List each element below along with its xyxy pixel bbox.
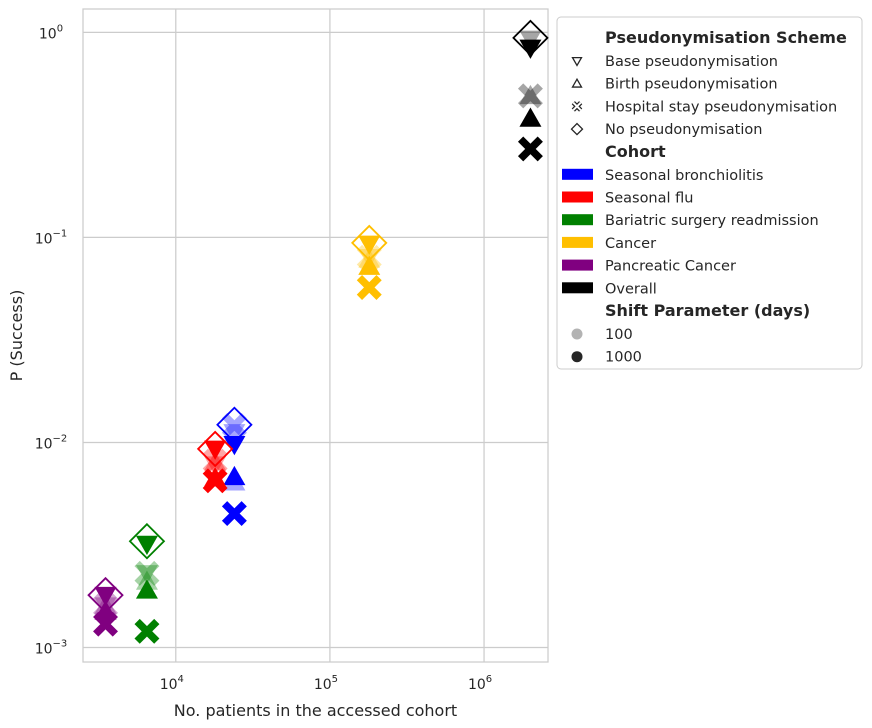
x-axis-label: No. patients in the accessed cohort: [174, 701, 457, 720]
legend-swatch-overall: [562, 282, 593, 294]
legend-marker-birth-icon: [571, 77, 583, 88]
legend-label-cohort: Bariatric surgery readmission: [605, 213, 819, 229]
data-point-hospital-1000: [221, 501, 247, 527]
data-point-none: [87, 576, 124, 614]
data-point-none: [128, 522, 166, 560]
data-point-base-1000: [204, 440, 227, 460]
legend: Pseudonymisation Scheme Base pseudonymisa…: [556, 16, 863, 370]
tick-labels: 104 105 106 10−3 10−2 10−1 100: [35, 23, 492, 693]
legend-frame: [556, 16, 863, 370]
legend-label-shift: 1000: [605, 350, 642, 366]
series-bariatric-surgery-readmission: [128, 522, 166, 644]
legend-swatch-seasonal-flu: [562, 191, 593, 203]
legend-shift-marker-icon: [571, 328, 583, 340]
legend-swatch-cancer: [562, 236, 593, 248]
data-point-hospital-100: [517, 83, 543, 109]
legend-label-none: No pseudonymisation: [605, 122, 762, 138]
data-point-none: [512, 19, 549, 57]
data-point-hospital-100: [134, 560, 160, 586]
legend-label-cohort: Pancreatic Cancer: [605, 259, 736, 275]
data-point-base-1000: [135, 535, 158, 555]
legend-title-scheme: Pseudonymisation Scheme: [605, 28, 847, 47]
legend-shift-marker-icon: [571, 351, 583, 363]
data-point-birth-100: [519, 84, 542, 105]
legend-label-cohort: Seasonal flu: [605, 191, 693, 207]
legend-swatch-seasonal-bronchiolitis: [562, 168, 593, 180]
series-cancer: [350, 224, 388, 300]
legend-marker-none-icon: [570, 122, 584, 136]
legend-marker-hospital-icon: [571, 101, 583, 112]
x-tick-label: 106: [468, 674, 492, 693]
data-point-base-1000: [519, 39, 542, 59]
legend-swatch-bariatric-surgery-readmission: [562, 214, 593, 226]
plot-area-frame: [82, 8, 549, 663]
data-point-none: [196, 430, 234, 468]
data-point-birth-1000: [223, 465, 246, 486]
series-pancreatic-cancer: [87, 576, 124, 637]
data-point-hospital-100: [202, 448, 228, 474]
data-point-birth-1000: [204, 467, 227, 487]
x-tick-label: 105: [314, 674, 338, 693]
data-point-birth-1000: [519, 107, 542, 127]
data-point-hospital-1000: [134, 618, 160, 644]
data-marks: [87, 19, 549, 644]
legend-label-cohort: Cancer: [605, 236, 656, 252]
series-overall: [512, 19, 549, 162]
series-seasonal-flu: [196, 430, 234, 494]
data-point-base-1000: [223, 436, 246, 456]
data-point-base-100: [223, 424, 246, 444]
data-point-none: [350, 224, 388, 262]
data-point-base-1000: [94, 586, 117, 607]
legend-title-shift: Shift Parameter (days): [605, 301, 810, 320]
y-tick-label: 100: [39, 23, 63, 42]
y-axis-label: P (Success): [7, 290, 26, 382]
data-point-birth-100: [204, 451, 227, 471]
y-tick-label: 10−1: [35, 228, 68, 247]
legend-label-hospital: Hospital stay pseudonymisation: [605, 99, 837, 115]
data-point-birth-1000: [358, 255, 381, 275]
data-point-hospital-100: [221, 413, 247, 438]
data-point-none: [216, 406, 253, 444]
y-tick-label: 10−3: [35, 639, 68, 658]
legend-label-cohort: Overall: [605, 281, 657, 297]
x-tick-label: 104: [160, 674, 184, 693]
data-point-base-100: [135, 565, 158, 585]
y-tick-label: 10−2: [35, 433, 68, 452]
legend-title-cohort: Cohort: [605, 142, 666, 161]
legend-label-shift: 100: [605, 327, 633, 343]
legend-label-base: Base pseudonymisation: [605, 54, 778, 70]
legend-label-cohort: Seasonal bronchiolitis: [605, 168, 763, 184]
series-seasonal-bronchiolitis: [216, 406, 253, 527]
data-point-birth-1000: [135, 579, 158, 599]
data-point-hospital-1000: [356, 275, 382, 300]
data-point-base-1000: [358, 235, 381, 255]
legend-label-birth: Birth pseudonymisation: [605, 77, 778, 93]
legend-swatch-pancreatic-cancer: [562, 259, 593, 271]
grid-lines: [83, 9, 548, 662]
data-point-hospital-1000: [517, 136, 543, 162]
data-point-birth-1000: [94, 600, 117, 620]
legend-marker-base-icon: [571, 56, 583, 67]
